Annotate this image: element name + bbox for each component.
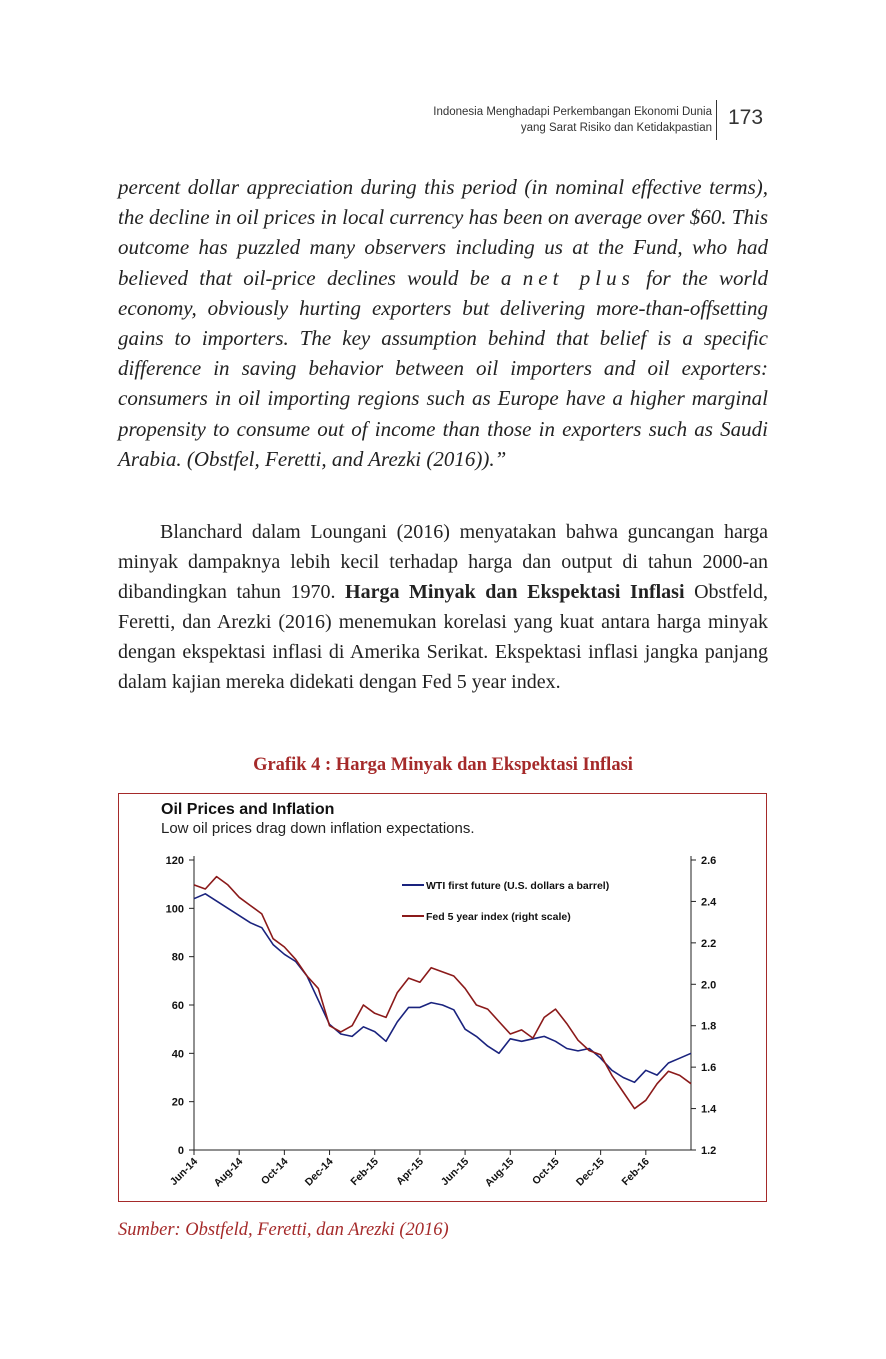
x-axis-tick-label: Aug-14 xyxy=(212,1156,246,1190)
x-axis-tick-label: Aug-15 xyxy=(483,1156,517,1190)
right-axis-tick-label: 2.0 xyxy=(701,979,716,991)
left-axis-tick-label: 80 xyxy=(172,952,184,964)
paragraph-bold-heading: Harga Minyak dan Ekspektasi Inflasi xyxy=(345,581,685,603)
x-axis-tick-label: Dec-14 xyxy=(303,1156,336,1189)
legend-label: WTI first future (U.S. dollars a barrel) xyxy=(426,880,609,892)
left-axis-tick-label: 120 xyxy=(166,855,184,867)
left-axis-tick-label: 100 xyxy=(166,903,184,915)
figure-box: Oil Prices and Inflation Low oil prices … xyxy=(118,793,767,1202)
left-axis-tick-label: 0 xyxy=(178,1145,184,1157)
paragraph-text-1: Blanchard dalam Loungani (2016) menyatak… xyxy=(118,521,768,603)
quote-text-1: percent dollar appreciation during this … xyxy=(118,175,768,290)
running-head-line1: Indonesia Menghadapi Perkembangan Ekonom… xyxy=(433,106,712,118)
x-axis-tick-label: Oct-14 xyxy=(259,1156,291,1188)
chart-title: Oil Prices and Inflation xyxy=(161,801,334,818)
figure-caption: Grafik 4 : Harga Minyak dan Ekspektasi I… xyxy=(253,755,633,775)
quote-text-2: for the world economy, obviously hurting… xyxy=(118,265,768,471)
right-axis-tick-label: 2.4 xyxy=(701,896,717,908)
quote-block: percent dollar appreciation during this … xyxy=(118,172,768,474)
page-number: 173 xyxy=(728,106,764,129)
right-axis-tick-label: 1.6 xyxy=(701,1062,716,1074)
header-divider xyxy=(716,100,717,140)
x-axis-tick-label: Feb-15 xyxy=(348,1156,381,1189)
x-axis-tick-label: Dec-15 xyxy=(574,1156,607,1189)
x-axis-tick-label: Jun-14 xyxy=(168,1156,201,1189)
right-axis-tick-label: 1.8 xyxy=(701,1021,716,1033)
running-head: Indonesia Menghadapi Perkembangan Ekonom… xyxy=(360,104,712,136)
x-axis-tick-label: Jun-15 xyxy=(439,1156,472,1189)
fed-5-year-index-line xyxy=(193,875,692,1110)
quote-spaced-text: net plus xyxy=(522,265,635,290)
left-axis-tick-label: 60 xyxy=(172,1000,184,1012)
body-paragraph: Blanchard dalam Loungani (2016) menyatak… xyxy=(118,517,768,697)
left-axis-tick-label: 40 xyxy=(172,1048,184,1060)
x-axis-tick-label: Oct-15 xyxy=(530,1156,562,1188)
right-axis-tick-label: 2.2 xyxy=(701,938,716,950)
right-axis-tick-label: 1.4 xyxy=(701,1104,717,1116)
right-axis-tick-label: 2.6 xyxy=(701,855,716,867)
figure-source: Sumber: Obstfeld, Feretti, dan Arezki (2… xyxy=(118,1220,449,1240)
legend-label: Fed 5 year index (right scale) xyxy=(426,911,571,923)
left-axis-tick-label: 20 xyxy=(172,1097,184,1109)
right-axis-tick-label: 1.2 xyxy=(701,1145,716,1157)
paragraph-text-2: Obstfeld, Feretti, dan Arezki (2016) men… xyxy=(118,581,768,693)
x-axis-tick-label: Apr-15 xyxy=(394,1156,426,1188)
x-axis-tick-label: Feb-16 xyxy=(620,1156,653,1189)
running-head-line2: yang Sarat Risiko dan Ketidakpastian xyxy=(520,122,712,134)
oil-inflation-chart: Oil Prices and Inflation Low oil prices … xyxy=(161,801,717,1190)
wti-oil-price-line xyxy=(193,893,692,1084)
chart-subtitle: Low oil prices drag down inflation expec… xyxy=(161,820,475,837)
